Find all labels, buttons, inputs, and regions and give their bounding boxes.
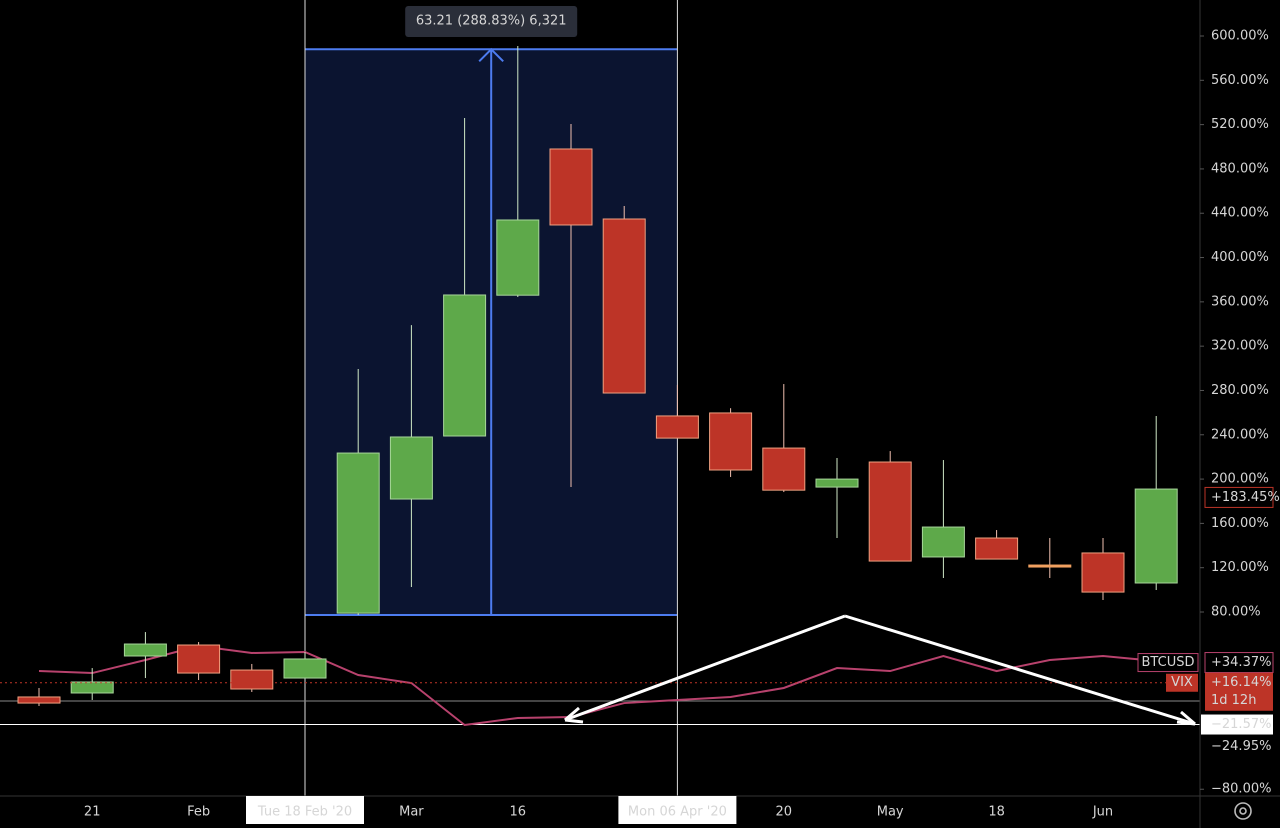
trend-line (564, 614, 846, 722)
candle-body (496, 219, 540, 296)
measure-label-box (405, 6, 578, 37)
series-name: BTCUSD (1142, 655, 1195, 670)
candle-body (17, 696, 61, 704)
candle-body (602, 218, 646, 394)
x-tick-label: Mon 06 Apr '20 (628, 805, 727, 820)
y-tick-label: 400.00% (1211, 250, 1269, 265)
y-tick-label: 160.00% (1211, 516, 1269, 531)
y-tick-label: −80.00% (1211, 782, 1271, 797)
y-tick-label: 520.00% (1211, 117, 1269, 132)
plot-area: 63.21 (288.83%) 6,321 (0, 0, 1200, 796)
y-tick-label: 80.00% (1211, 605, 1261, 620)
price-tag (1205, 672, 1273, 711)
candle-body (1028, 564, 1072, 568)
y-tick-label: 200.00% (1211, 472, 1269, 487)
y-tick-label: 120.00% (1211, 560, 1269, 575)
x-tick-label: May (877, 805, 904, 820)
y-tick-label: 320.00% (1211, 339, 1269, 354)
series-line (38, 644, 1157, 727)
candle-body (123, 643, 167, 657)
candle-body (815, 478, 859, 488)
candle-body (389, 436, 433, 500)
candle-body (336, 452, 380, 614)
y-tick-label: 440.00% (1211, 206, 1269, 221)
y-tick-label: 280.00% (1211, 383, 1269, 398)
countdown: 1d 12h (1211, 693, 1256, 708)
axis-tag-box (1201, 714, 1273, 735)
y-tick-label: 560.00% (1211, 73, 1269, 88)
candle-body (177, 644, 221, 674)
trend-line (844, 614, 1196, 726)
series-name-tag (1137, 653, 1199, 673)
candle-body (549, 148, 593, 226)
x-tick-label: 20 (776, 805, 793, 820)
candle-body (975, 537, 1019, 560)
candle-body (709, 412, 753, 471)
settings-icon[interactable] (1234, 802, 1252, 820)
y-tick-label: 600.00% (1211, 29, 1269, 44)
x-tick-label: Feb (187, 805, 210, 820)
x-tick-label: Tue 18 Feb '20 (257, 805, 352, 820)
price-tag (1204, 652, 1274, 674)
price-tag-label: +16.14% (1211, 675, 1271, 690)
axis-tag-label: −24.95% (1211, 739, 1271, 754)
candle-body (443, 294, 487, 437)
x-tick-label: 16 (510, 805, 527, 820)
series-name-tag (1166, 673, 1198, 692)
crosshair-label-box (246, 796, 364, 824)
measure-label: 63.21 (288.83%) 6,321 (416, 14, 567, 29)
y-tick-label: 360.00% (1211, 294, 1269, 309)
gear-outer (1234, 802, 1252, 820)
candle-body (921, 526, 965, 558)
y-tick-label: 480.00% (1211, 161, 1269, 176)
price-tag-label: +34.37% (1211, 655, 1271, 670)
candle-body (70, 681, 114, 694)
measure-arrowhead (478, 47, 504, 63)
axis-tag-label: +183.45% (1211, 490, 1280, 505)
candle-body (283, 658, 327, 679)
candle-body (868, 461, 912, 562)
x-tick-label: Mar (399, 805, 424, 820)
trend-arrowhead (564, 706, 1196, 726)
candle-body (1134, 488, 1178, 584)
axis-tag-label: −21.57% (1211, 717, 1271, 732)
candle-body (655, 415, 699, 439)
candle-body (230, 669, 274, 690)
x-tick-label: 18 (988, 805, 1005, 820)
candle-body (762, 447, 806, 491)
axes: −80.00% 80.00% 120.00% 160.00% 200.00% 240.00… (84, 29, 1280, 824)
series-name: VIX (1171, 675, 1193, 690)
x-tick-label: 21 (84, 805, 101, 820)
gear-inner (1239, 807, 1247, 815)
candle-body (1081, 552, 1125, 593)
x-tick-label: Jun (1092, 805, 1113, 820)
y-tick-label: 240.00% (1211, 427, 1269, 442)
axis-tag-box (1204, 486, 1274, 508)
crosshair-label-box (618, 796, 737, 824)
